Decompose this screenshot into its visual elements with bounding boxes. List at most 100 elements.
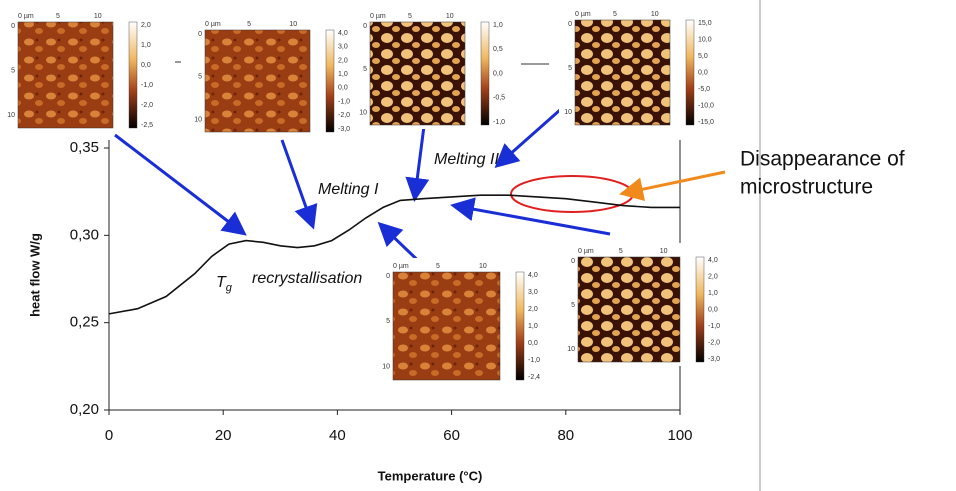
inset-y-label: 0 bbox=[198, 31, 202, 38]
inset-x-label: 10 bbox=[94, 13, 102, 20]
afm-inset: 0 µm 5 10 0 5 10 4,0 2,0 1,0 0,0 -1,0 -2,0 -3,0 bbox=[562, 243, 724, 366]
colorbar-label: -2,4 bbox=[528, 374, 540, 381]
colorbar bbox=[685, 19, 695, 126]
y-tick-label: 0,30 bbox=[70, 226, 99, 243]
tg-main: T bbox=[216, 274, 227, 291]
colorbar-label: 1,0 bbox=[708, 290, 718, 297]
colorbar-label: -1,0 bbox=[708, 323, 720, 330]
inset-x-label: 5 bbox=[613, 11, 617, 18]
inset-x-label: 10 bbox=[660, 248, 668, 255]
x-tick-label: 100 bbox=[667, 427, 692, 444]
afm-image bbox=[204, 29, 311, 133]
colorbar-label: -5,0 bbox=[698, 86, 710, 93]
x-tick-label: 80 bbox=[557, 427, 574, 444]
colorbar bbox=[695, 256, 705, 363]
colorbar bbox=[480, 21, 490, 126]
afm-image bbox=[574, 19, 671, 126]
colorbar bbox=[515, 271, 525, 381]
colorbar-label: -0,5 bbox=[493, 95, 505, 102]
arrow bbox=[114, 133, 247, 236]
inset-y-label: 0 bbox=[568, 21, 572, 28]
colorbar-label: 2,0 bbox=[708, 273, 718, 280]
tg-sub: g bbox=[226, 282, 233, 294]
inset-y-label: 10 bbox=[194, 117, 202, 124]
arrow bbox=[450, 197, 611, 236]
colorbar-label: -1,0 bbox=[338, 98, 350, 105]
orange-arrow bbox=[619, 170, 726, 202]
colorbar-label: 3,0 bbox=[528, 289, 538, 296]
afm-inset: 0 µm 5 10 0 5 10 4,0 3,0 2,0 1,0 0,0 -1,0 -2,0 -3,0 bbox=[189, 16, 354, 136]
colorbar-label: 1,0 bbox=[528, 323, 538, 330]
inset-y-label: 10 bbox=[567, 346, 575, 353]
tg-label: Tg bbox=[216, 274, 233, 294]
melting-1-label: Melting I bbox=[318, 181, 379, 198]
colorbar-label: 0,0 bbox=[493, 70, 503, 77]
colorbar-label: 1,0 bbox=[141, 42, 151, 49]
colorbar-label: 2,0 bbox=[141, 22, 151, 29]
x-tick-label: 0 bbox=[105, 427, 113, 444]
colorbar-label: -2,0 bbox=[708, 339, 720, 346]
inset-x-label: 10 bbox=[446, 13, 454, 20]
colorbar-label: -10,0 bbox=[698, 102, 714, 109]
colorbar-label: 0,0 bbox=[698, 69, 708, 76]
arrow bbox=[280, 139, 318, 230]
inset-y-label: 10 bbox=[359, 109, 367, 116]
heat-flow-line bbox=[108, 194, 680, 315]
inset-x-label: 5 bbox=[408, 13, 412, 20]
x-axis-title: Temperature (°C) bbox=[378, 468, 483, 483]
colorbar-label: 4,0 bbox=[338, 30, 348, 37]
inset-y-label: 0 bbox=[571, 258, 575, 265]
inset-x-label: 0 µm bbox=[575, 11, 591, 18]
colorbar-label: 2,0 bbox=[338, 57, 348, 64]
colorbar-label: 4,0 bbox=[528, 272, 538, 279]
afm-inset: 0 µm 5 10 0 5 10 1,0 0,5 0,0 -0,5 -1,0 bbox=[354, 8, 509, 129]
inset-x-label: 0 µm bbox=[578, 248, 594, 255]
inset-y-label: 5 bbox=[386, 318, 390, 325]
afm-inset: 0 µm 5 10 0 5 10 15,0 10,0 5,0 0,0 -5,0 -10,0 -15,0 bbox=[559, 6, 714, 129]
colorbar-label: 5,0 bbox=[698, 53, 708, 60]
x-tick-label: 40 bbox=[329, 427, 346, 444]
arrow bbox=[405, 125, 430, 202]
colorbar-label: 4,0 bbox=[708, 257, 718, 264]
y-tick-label: 0,20 bbox=[70, 401, 99, 418]
dashes bbox=[175, 61, 549, 65]
afm-image bbox=[17, 21, 114, 129]
x-tick-label: 60 bbox=[443, 427, 460, 444]
inset-x-label: 10 bbox=[479, 263, 487, 270]
colorbar bbox=[128, 21, 138, 129]
inset-x-label: 5 bbox=[436, 263, 440, 270]
disappearance-line-1: Disappearance of bbox=[740, 148, 905, 171]
x-tick-label: 20 bbox=[215, 427, 232, 444]
colorbar-label: 15,0 bbox=[698, 20, 712, 27]
y-axis-title: heat flow W/g bbox=[27, 233, 42, 317]
colorbar-label: 0,0 bbox=[528, 340, 538, 347]
inset-y-label: 0 bbox=[386, 273, 390, 280]
inset-x-label: 10 bbox=[651, 11, 659, 18]
colorbar-label: -1,0 bbox=[493, 119, 505, 126]
inset-x-label: 0 µm bbox=[205, 21, 221, 28]
colorbar-label: 1,0 bbox=[338, 71, 348, 78]
inset-x-label: 5 bbox=[247, 21, 251, 28]
colorbar-label: -2,5 bbox=[141, 122, 153, 129]
colorbar-label: -1,0 bbox=[141, 82, 153, 89]
colorbar-label: 1,0 bbox=[493, 22, 503, 29]
inset-y-label: 0 bbox=[11, 23, 15, 30]
afm-image bbox=[392, 271, 501, 381]
inset-y-label: 10 bbox=[564, 109, 572, 116]
inset-y-label: 5 bbox=[571, 302, 575, 309]
colorbar-label: 2,0 bbox=[528, 306, 538, 313]
colorbar-label: 10,0 bbox=[698, 36, 712, 43]
inset-y-label: 5 bbox=[363, 66, 367, 73]
melting-2-label: Melting II bbox=[434, 151, 499, 168]
colorbar-label: -3,0 bbox=[338, 126, 350, 133]
inset-y-label: 5 bbox=[568, 65, 572, 72]
afm-image bbox=[577, 256, 681, 363]
afm-inset: 0 µm 5 10 0 5 10 4,0 3,0 2,0 1,0 0,0 -1,0 -2,4 bbox=[377, 258, 544, 384]
colorbar-label: 0,5 bbox=[493, 46, 503, 53]
highlight-ellipse bbox=[510, 175, 634, 213]
inset-y-label: 10 bbox=[382, 364, 390, 371]
colorbar bbox=[325, 29, 335, 133]
recrystallisation-label: recrystallisation bbox=[252, 270, 362, 287]
colorbar-label: -2,0 bbox=[338, 112, 350, 119]
